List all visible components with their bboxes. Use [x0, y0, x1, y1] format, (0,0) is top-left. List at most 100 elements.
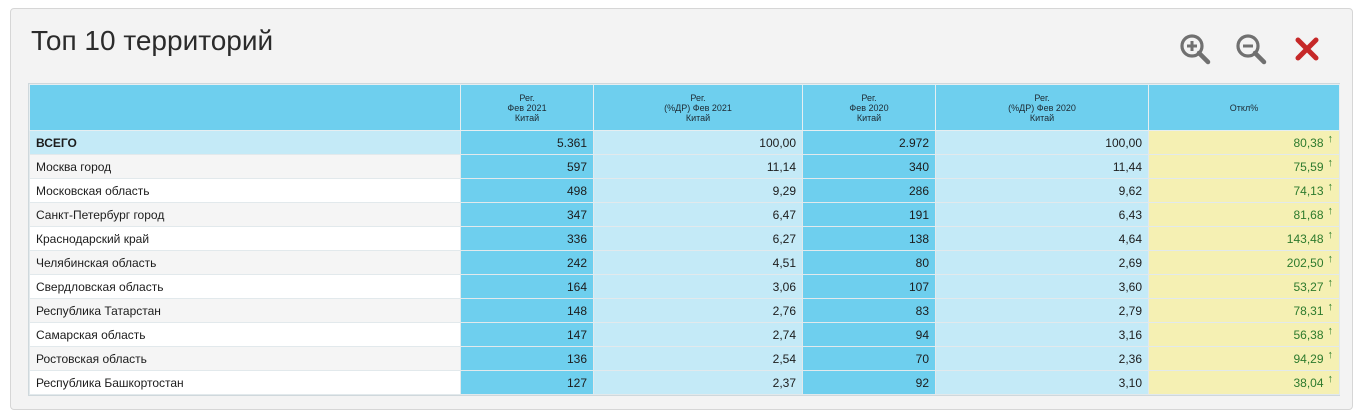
header-territory[interactable] [29, 84, 461, 131]
cell-share-2021: 100,00 [593, 130, 803, 155]
table-row: Ростовская область 136 2,54 70 2,36 94,2… [29, 346, 1340, 371]
arrow-up-icon: ↑ [1327, 132, 1334, 145]
deviation-value: 78,31 [1293, 303, 1324, 318]
cell-reg-2021: 136 [460, 346, 594, 371]
deviation-value: 56,38 [1293, 327, 1324, 342]
arrow-up-icon: ↑ [1327, 372, 1334, 385]
cell-reg-2021: 347 [460, 202, 594, 227]
cell-share-2020: 6,43 [935, 202, 1149, 227]
cell-reg-2020: 107 [802, 274, 936, 299]
table-row: Самарская область 147 2,74 94 3,16 56,38… [29, 322, 1340, 347]
territories-table: Рег. Фев 2021 Китай Рег. (%ДР) Фев 2021 … [28, 83, 1340, 396]
cell-reg-2021: 148 [460, 298, 594, 323]
cell-share-2021: 9,29 [593, 178, 803, 203]
cell-share-2021: 2,74 [593, 322, 803, 347]
cell-share-2021: 2,37 [593, 370, 803, 395]
cell-deviation: 75,59 ↑ [1148, 154, 1340, 179]
cell-share-2020: 100,00 [935, 130, 1149, 155]
cell-share-2020: 3,60 [935, 274, 1149, 299]
cell-share-2020: 2,69 [935, 250, 1149, 275]
table-row: Краснодарский край 336 6,27 138 4,64 143… [29, 226, 1340, 251]
cell-deviation: 74,13 ↑ [1148, 178, 1340, 203]
cell-reg-2020: 286 [802, 178, 936, 203]
header-reg-feb-2021[interactable]: Рег. Фев 2021 Китай [460, 84, 594, 131]
cell-reg-2020: 92 [802, 370, 936, 395]
table-row: Челябинская область 242 4,51 80 2,69 202… [29, 250, 1340, 275]
deviation-value: 75,59 [1293, 159, 1324, 174]
cell-deviation: 38,04 ↑ [1148, 370, 1340, 395]
cell-share-2020: 3,16 [935, 322, 1149, 347]
cell-share-2021: 11,14 [593, 154, 803, 179]
cell-share-2021: 6,47 [593, 202, 803, 227]
header-deviation[interactable]: Откл% [1148, 84, 1340, 131]
deviation-value: 143,48 [1286, 231, 1324, 246]
cell-share-2020: 11,44 [935, 154, 1149, 179]
table-row-total: ВСЕГО 5.361 100,00 2.972 100,00 80,38 ↑ [29, 130, 1340, 155]
cell-reg-2020: 80 [802, 250, 936, 275]
cell-territory: Самарская область [29, 322, 461, 347]
cell-reg-2020: 2.972 [802, 130, 936, 155]
cell-territory: Москва город [29, 154, 461, 179]
cell-territory: ВСЕГО [29, 130, 461, 155]
cell-share-2021: 2,54 [593, 346, 803, 371]
cell-territory: Краснодарский край [29, 226, 461, 251]
cell-territory: Республика Татарстан [29, 298, 461, 323]
header-reg-feb-2020[interactable]: Рег. Фев 2020 Китай [802, 84, 936, 131]
arrow-up-icon: ↑ [1327, 252, 1334, 265]
cell-territory: Санкт-Петербург город [29, 202, 461, 227]
table-row: Республика Башкортостан 127 2,37 92 3,10… [29, 370, 1340, 395]
table-row: Москва город 597 11,14 340 11,44 75,59 ↑ [29, 154, 1340, 179]
cell-reg-2021: 5.361 [460, 130, 594, 155]
deviation-value: 202,50 [1286, 255, 1324, 270]
zoom-out-button[interactable] [1233, 31, 1269, 67]
cell-reg-2020: 138 [802, 226, 936, 251]
arrow-up-icon: ↑ [1327, 156, 1334, 169]
arrow-up-icon: ↑ [1327, 300, 1334, 313]
cell-territory: Республика Башкортостан [29, 370, 461, 395]
deviation-value: 53,27 [1293, 279, 1324, 294]
deviation-value: 81,68 [1293, 207, 1324, 222]
table-row: Свердловская область 164 3,06 107 3,60 5… [29, 274, 1340, 299]
cell-deviation: 78,31 ↑ [1148, 298, 1340, 323]
table-row: Московская область 498 9,29 286 9,62 74,… [29, 178, 1340, 203]
cell-reg-2021: 164 [460, 274, 594, 299]
cell-deviation: 56,38 ↑ [1148, 322, 1340, 347]
cell-territory: Челябинская область [29, 250, 461, 275]
cell-share-2020: 9,62 [935, 178, 1149, 203]
cell-share-2020: 2,79 [935, 298, 1149, 323]
zoom-in-button[interactable] [1177, 31, 1213, 67]
cell-share-2021: 6,27 [593, 226, 803, 251]
cell-reg-2020: 94 [802, 322, 936, 347]
deviation-value: 94,29 [1293, 351, 1324, 366]
cell-reg-2021: 127 [460, 370, 594, 395]
cell-share-2021: 2,76 [593, 298, 803, 323]
cell-territory: Московская область [29, 178, 461, 203]
cell-reg-2020: 191 [802, 202, 936, 227]
cell-share-2020: 3,10 [935, 370, 1149, 395]
cell-deviation: 53,27 ↑ [1148, 274, 1340, 299]
cell-share-2021: 3,06 [593, 274, 803, 299]
cell-deviation: 143,48 ↑ [1148, 226, 1340, 251]
zoom-out-icon [1236, 34, 1267, 65]
deviation-value: 74,13 [1293, 183, 1324, 198]
arrow-up-icon: ↑ [1327, 204, 1334, 217]
cell-share-2020: 2,36 [935, 346, 1149, 371]
arrow-up-icon: ↑ [1327, 324, 1334, 337]
cell-deviation: 202,50 ↑ [1148, 250, 1340, 275]
close-icon [1295, 37, 1319, 61]
header-reg-share-feb-2020[interactable]: Рег. (%ДР) Фев 2020 Китай [935, 84, 1149, 131]
close-button[interactable] [1289, 31, 1325, 67]
cell-reg-2021: 147 [460, 322, 594, 347]
cell-reg-2020: 70 [802, 346, 936, 371]
deviation-value: 80,38 [1293, 135, 1324, 150]
cell-share-2021: 4,51 [593, 250, 803, 275]
cell-reg-2021: 336 [460, 226, 594, 251]
zoom-in-icon [1180, 34, 1211, 65]
table-header-row: Рег. Фев 2021 Китай Рег. (%ДР) Фев 2021 … [29, 84, 1340, 131]
cell-reg-2020: 83 [802, 298, 936, 323]
cell-reg-2020: 340 [802, 154, 936, 179]
header-reg-share-feb-2021[interactable]: Рег. (%ДР) Фев 2021 Китай [593, 84, 803, 131]
arrow-up-icon: ↑ [1327, 348, 1334, 361]
cell-reg-2021: 597 [460, 154, 594, 179]
top-territories-panel: Топ 10 территорий Р [10, 8, 1353, 410]
